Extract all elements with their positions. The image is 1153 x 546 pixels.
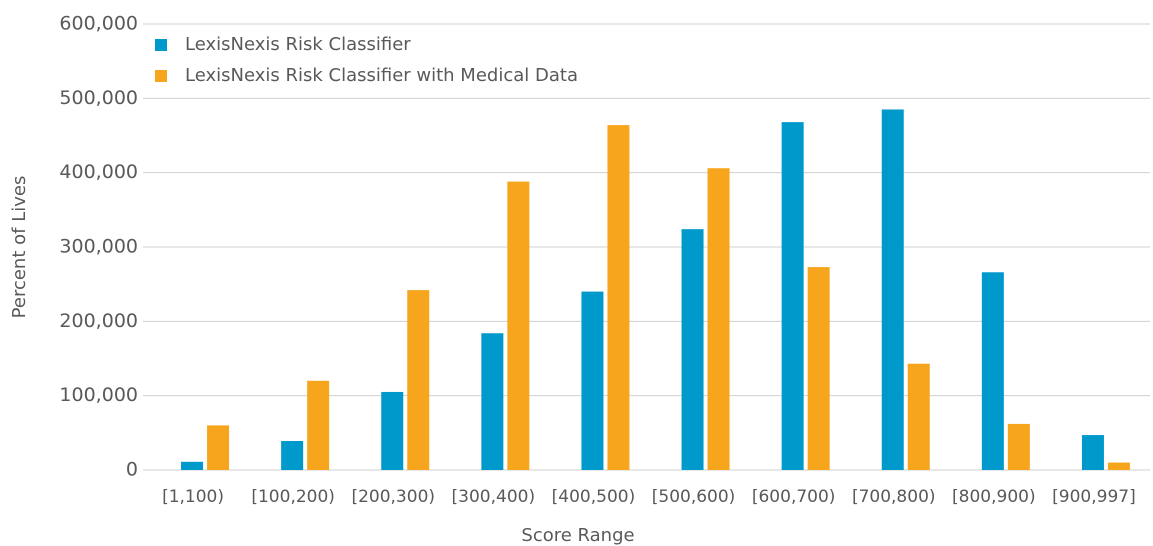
x-tick-label: [200,300) [351, 487, 435, 507]
bar [681, 229, 704, 470]
x-tick-label: [900,997] [1052, 487, 1136, 507]
bar [807, 267, 830, 470]
legend-label: LexisNexis Risk Classifier with Medical … [185, 65, 578, 86]
y-tick-label: 500,000 [59, 87, 138, 109]
legend-swatch [155, 39, 167, 51]
x-tick-label: [700,800) [852, 487, 936, 507]
y-tick-label: 600,000 [59, 13, 138, 35]
bar [281, 441, 304, 470]
y-tick-label: 300,000 [59, 236, 138, 258]
y-tick-label: 0 [126, 459, 138, 481]
y-tick-label: 400,000 [59, 161, 138, 183]
y-tick-label: 100,000 [59, 384, 138, 406]
bar [781, 122, 804, 471]
bar [1107, 462, 1130, 470]
bar [381, 391, 404, 470]
x-tick-label: [600,700) [752, 487, 836, 507]
bar [507, 181, 530, 470]
x-tick-label: [500,600) [652, 487, 736, 507]
x-tick-label: [400,500) [552, 487, 636, 507]
bar [181, 461, 204, 470]
bar [581, 291, 604, 470]
bar [1081, 435, 1104, 470]
x-axis-title: Score Range [521, 525, 634, 546]
bar [981, 272, 1004, 470]
x-tick-label: [300,400) [452, 487, 536, 507]
bar [307, 380, 330, 470]
x-tick-label: [100,200) [251, 487, 335, 507]
bar [707, 168, 730, 470]
bar [881, 109, 904, 470]
y-axis-title: Percent of Lives [9, 176, 30, 319]
bar [607, 125, 630, 471]
bar [907, 363, 930, 470]
x-tick-label: [800,900) [952, 487, 1036, 507]
y-tick-label: 200,000 [59, 310, 138, 332]
bar [207, 425, 230, 470]
bar [1007, 423, 1030, 470]
bar [481, 333, 504, 470]
legend-swatch [155, 70, 167, 82]
x-tick-label: [1,100) [162, 487, 224, 507]
legend-label: LexisNexis Risk Classifier [185, 34, 411, 55]
bar [407, 290, 430, 470]
